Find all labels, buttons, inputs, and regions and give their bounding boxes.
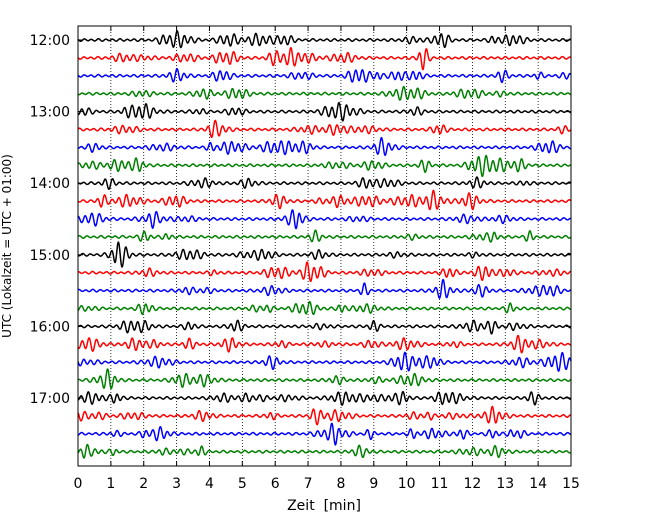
trace-line <box>77 390 572 406</box>
trace-line <box>77 154 572 178</box>
trace-line <box>77 85 572 101</box>
x-tick-label: 5 <box>238 476 247 492</box>
trace-line <box>77 422 572 446</box>
trace-line <box>77 47 572 71</box>
y-tick-label: 14:00 <box>30 176 70 192</box>
x-tick-label: 1 <box>106 476 115 492</box>
trace-line <box>77 136 572 157</box>
trace-line <box>77 443 572 459</box>
y-tick-label: 12:00 <box>30 33 70 49</box>
vertical-grid <box>110 26 539 466</box>
trace-line <box>77 189 572 211</box>
trace-line <box>77 278 572 299</box>
trace-line <box>77 405 572 426</box>
seismic-traces <box>77 30 572 459</box>
trace-line <box>77 229 572 243</box>
x-tick-label: 11 <box>431 476 449 492</box>
x-axis-label: Zeit [min] <box>287 498 361 514</box>
x-tick-label: 12 <box>463 476 481 492</box>
plot-frame <box>77 25 572 467</box>
x-tick-label: 8 <box>336 476 345 492</box>
x-axis-ticks: 0 1 2 3 4 5 6 7 8 9 10 11 12 13 14 15 <box>74 26 580 492</box>
y-axis-label: UTC (Lokalzeit = UTC + 01:00) <box>0 154 14 338</box>
trace-line <box>77 101 572 122</box>
trace-line <box>77 368 572 390</box>
x-tick-label: 4 <box>205 476 214 492</box>
trace-line <box>77 319 572 335</box>
x-tick-label: 10 <box>398 476 416 492</box>
x-tick-label: 2 <box>139 476 148 492</box>
x-tick-label: 14 <box>529 476 547 492</box>
trace-line <box>77 67 572 84</box>
trace-line <box>77 300 572 316</box>
x-tick-label: 6 <box>271 476 280 492</box>
trace-line <box>77 119 572 139</box>
trace-line <box>77 334 572 354</box>
x-tick-label: 0 <box>74 476 83 492</box>
y-tick-label: 17:00 <box>30 391 70 407</box>
y-tick-label: 15:00 <box>30 248 70 264</box>
y-axis-ticks: 12:00 13:00 14:00 15:00 16:00 17:00 <box>30 33 571 407</box>
x-tick-label: 9 <box>369 476 378 492</box>
trace-line <box>77 30 572 49</box>
trace-line <box>77 261 572 283</box>
x-tick-label: 3 <box>172 476 181 492</box>
x-tick-label: 15 <box>562 476 580 492</box>
trace-line <box>77 209 572 230</box>
trace-line <box>77 351 572 372</box>
trace-line <box>77 176 572 191</box>
x-tick-label: 13 <box>496 476 514 492</box>
trace-line <box>77 241 572 268</box>
y-tick-label: 16:00 <box>30 319 70 335</box>
y-tick-label: 13:00 <box>30 105 70 121</box>
x-tick-label: 7 <box>304 476 313 492</box>
